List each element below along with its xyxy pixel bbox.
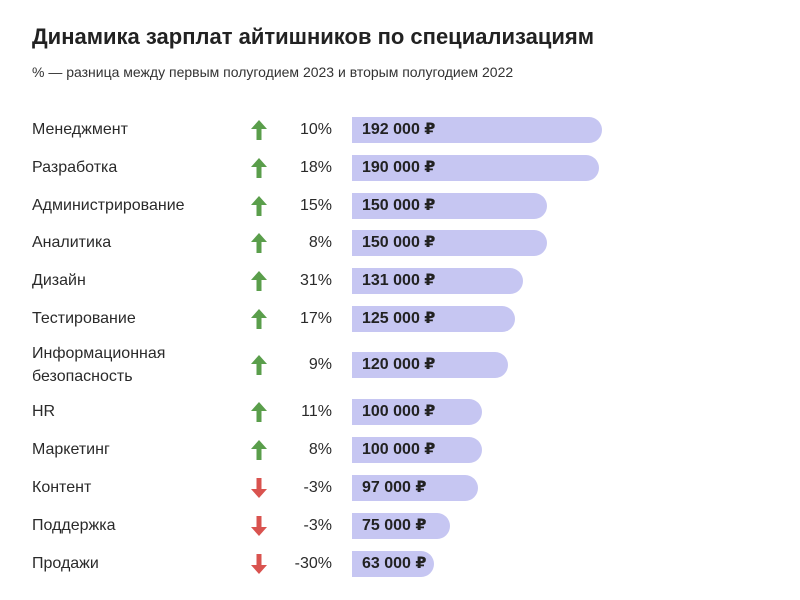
change-percent: 31% — [299, 272, 332, 289]
salary-bar — [352, 475, 478, 501]
change-percent: -3% — [303, 479, 332, 496]
change-percent: -30% — [294, 555, 332, 572]
salary-bar — [352, 230, 547, 256]
arrow-up-icon — [250, 157, 268, 179]
salary-value-label: 131 000 ₽ — [362, 272, 436, 289]
arrow-up-icon — [250, 308, 268, 330]
change-percent: 10% — [299, 121, 332, 138]
change-percent: 8% — [308, 234, 332, 251]
salary-value-label: 120 000 ₽ — [362, 356, 436, 373]
chart-subtitle: % — разница между первым полугодием 2023… — [32, 64, 514, 80]
arrow-down-icon — [250, 553, 268, 575]
change-percent: -3% — [303, 517, 332, 534]
salary-bar — [352, 399, 482, 425]
category-label: Тестирование — [32, 310, 136, 327]
salary-bar — [352, 437, 482, 463]
category-label: Дизайн — [32, 272, 86, 289]
salary-value-label: 150 000 ₽ — [362, 234, 436, 251]
arrow-down-icon — [250, 515, 268, 537]
category-label: Поддержка — [32, 517, 116, 534]
salary-bar — [352, 155, 599, 181]
salary-bar — [352, 306, 515, 332]
arrow-up-icon — [250, 119, 268, 141]
arrow-up-icon — [250, 354, 268, 376]
category-label: Аналитика — [32, 234, 112, 251]
salary-value-label: 100 000 ₽ — [362, 403, 436, 420]
category-label: HR — [32, 403, 56, 420]
change-percent: 9% — [308, 356, 332, 373]
salary-value-label: 97 000 ₽ — [362, 479, 427, 496]
salary-bar — [352, 513, 450, 539]
salary-value-label: 63 000 ₽ — [362, 555, 427, 572]
arrow-up-icon — [250, 401, 268, 423]
arrow-up-icon — [250, 439, 268, 461]
change-percent: 17% — [299, 310, 332, 327]
salary-value-label: 190 000 ₽ — [362, 159, 436, 176]
salary-bar — [352, 117, 602, 143]
category-label: Маркетинг — [32, 441, 110, 458]
category-label: Информационная безопасность — [32, 345, 166, 385]
change-percent: 11% — [301, 403, 332, 420]
salary-bar — [352, 193, 547, 219]
salary-value-label: 100 000 ₽ — [362, 441, 436, 458]
arrow-up-icon — [250, 270, 268, 292]
arrow-down-icon — [250, 477, 268, 499]
salary-value-label: 192 000 ₽ — [362, 121, 436, 138]
category-label: Продажи — [32, 555, 99, 572]
salary-bar — [352, 268, 523, 294]
salary-bar — [352, 352, 508, 378]
salary-value-label: 150 000 ₽ — [362, 197, 436, 214]
category-label: Менеджмент — [32, 121, 128, 138]
salary-value-label: 125 000 ₽ — [362, 310, 436, 327]
arrow-up-icon — [250, 195, 268, 217]
chart-title: Динамика зарплат айтишников по специализ… — [32, 24, 595, 49]
category-label: Контент — [32, 479, 92, 496]
change-percent: 15% — [299, 197, 332, 214]
category-label: Администрирование — [32, 197, 185, 214]
change-percent: 8% — [308, 441, 332, 458]
change-percent: 18% — [299, 159, 332, 176]
arrow-up-icon — [250, 232, 268, 254]
category-label: Разработка — [32, 159, 118, 176]
salary-bar — [352, 551, 434, 577]
salary-value-label: 75 000 ₽ — [362, 517, 427, 534]
